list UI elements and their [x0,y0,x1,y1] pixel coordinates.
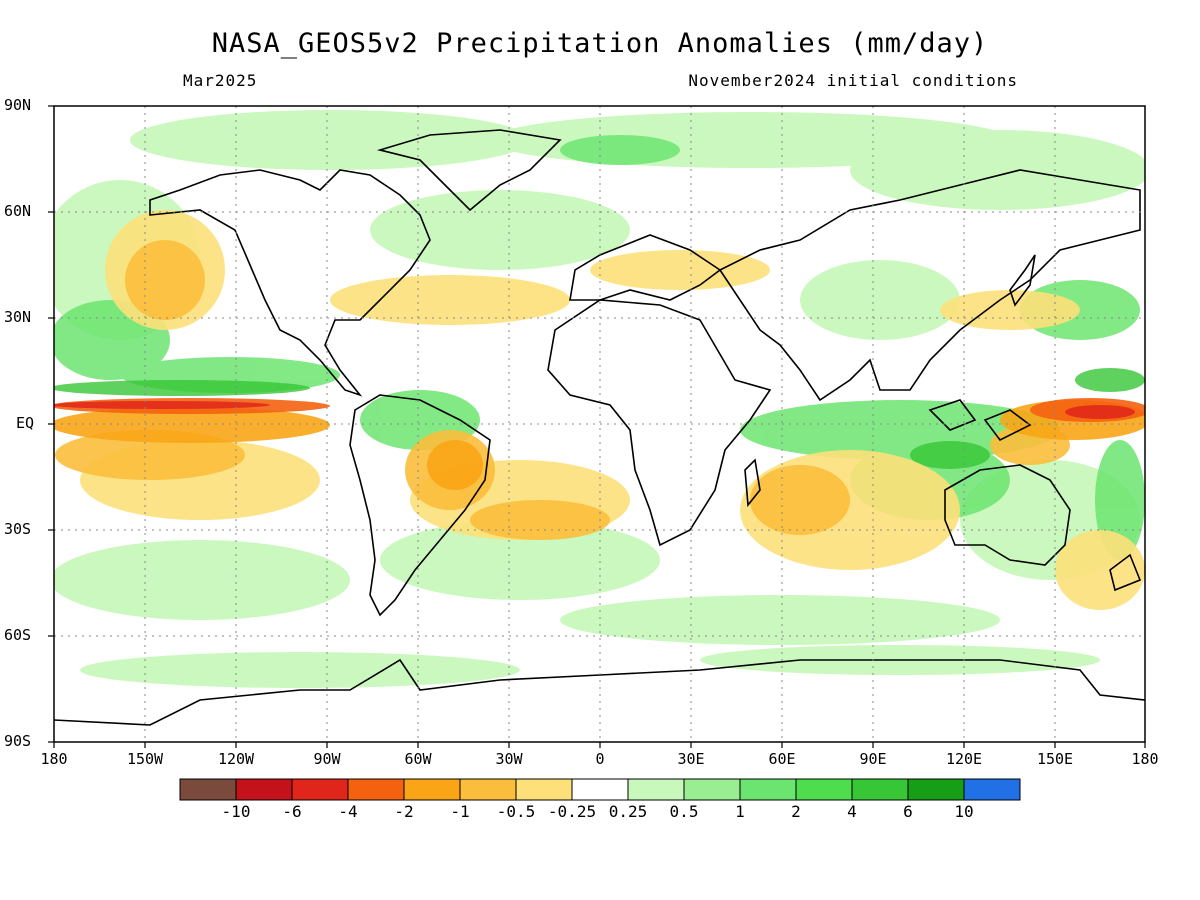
lon-label: 60W [404,750,432,768]
lon-label: 30W [495,750,523,768]
colorbar-tick-label: 4 [847,802,857,821]
colorbar-tick-label: -0.25 [547,802,597,821]
lon-label: 150W [126,750,164,768]
colorbar-swatch [795,778,853,801]
lon-label: 150E [1036,750,1074,768]
lat-label-90n: 90N [4,96,32,114]
colorbar-swatch [851,778,909,801]
colorbar-swatch [291,778,349,801]
lat-label-30s: 30S [4,520,32,538]
lat-label-30n: 30N [4,308,32,326]
colorbar-swatch [683,778,741,801]
colorbar-tick-label: -4 [338,802,358,821]
graticule [54,106,1145,742]
colorbar-swatch [347,778,405,801]
colorbar-tick-label: -1 [450,802,470,821]
lat-label-60s: 60S [4,626,32,644]
colorbar-swatch [403,778,461,801]
lon-label: 60E [768,750,796,768]
colorbar-swatch [907,778,965,801]
lon-label: 90E [859,750,887,768]
colorbar-tick-label: -10 [221,802,251,821]
colorbar-tick-label: -2 [394,802,414,821]
colorbar-tick-label: 0.5 [669,802,699,821]
colorbar-swatch [627,778,685,801]
lon-label: 180 [40,750,68,768]
colorbar-tick-label: -6 [282,802,302,821]
lon-label: 30E [677,750,705,768]
colorbar-tick-label: -0.5 [496,802,536,821]
colorbar-tick-label: 10 [954,802,974,821]
colorbar-swatch [571,778,629,801]
lon-label: 120W [217,750,255,768]
coastline-map [54,129,1145,726]
lon-label: 90W [313,750,341,768]
lon-label: 120E [945,750,983,768]
valid-month-label: Mar2025 [183,71,258,90]
lat-label-eq: EQ [16,414,35,432]
lat-label-90s: 90S [4,732,32,750]
colorbar-tick-label: 6 [903,802,913,821]
colorbar-swatch [179,778,237,801]
lat-label-60n: 60N [4,202,32,220]
colorbar-swatch [515,778,573,801]
colorbar-tick-label: 2 [791,802,801,821]
colorbar-swatch [459,778,517,801]
colorbar-tick-label: 0.25 [608,802,648,821]
colorbar [179,778,1021,801]
map-title: NASA_GEOS5v2 Precipitation Anomalies (mm… [211,28,989,59]
colorbar-swatch [739,778,797,801]
colorbar-swatch [235,778,293,801]
initial-conditions-label: November2024 initial conditions [688,71,1018,90]
lon-label: 180 [1131,750,1159,768]
lon-label: 0 [595,750,605,768]
colorbar-swatch [963,778,1021,801]
colorbar-tick-label: 1 [735,802,745,821]
